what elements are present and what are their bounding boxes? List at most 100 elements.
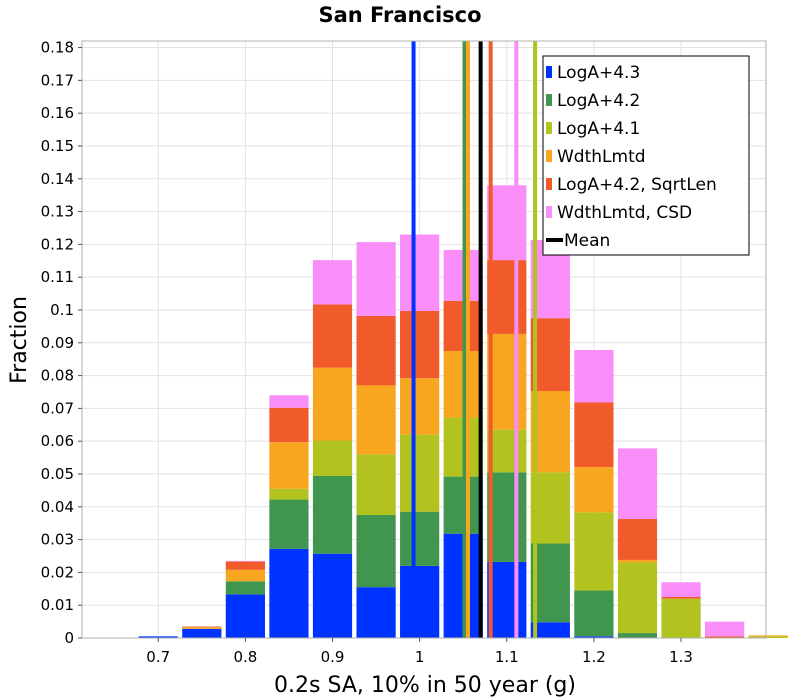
bar-segment [312,367,353,441]
y-tick-label: 0.15 [41,137,74,155]
bar-segment [661,582,701,597]
bar-segment [400,378,440,435]
bar-segment [182,626,222,628]
bar-segment [269,442,309,489]
bar-segment [400,234,440,311]
bar-segment [617,518,658,560]
bar-segment [312,553,353,638]
bar-segment [574,512,614,591]
bar-segment [617,559,658,563]
bar-segment [487,429,527,473]
legend-label: LogA+4.2 [557,91,640,111]
bar-segment [225,561,265,570]
bar-segment [138,636,178,638]
bar-segment [530,390,570,473]
y-tick-label: 0.13 [41,203,74,221]
y-tick-label: 0.11 [41,268,74,286]
bar-segment [617,562,658,634]
y-tick-label: 0.03 [41,531,74,549]
bar-segment [356,514,396,588]
y-tick-label: 0.02 [41,563,74,581]
y-tick-label: 0 [64,629,74,647]
y-tick-label: 0.08 [41,367,74,385]
legend-label: Mean [564,231,610,251]
bar-segment [530,543,570,623]
bar-segment [356,315,396,386]
y-tick-label: 0.14 [41,170,74,188]
x-tick-label: 1.3 [669,648,693,666]
x-axis-ticks: 0.7 0.8 0.9 1 1.1 1.2 1.3 [146,638,693,666]
legend-swatch [546,150,552,162]
bar-segment [487,260,527,334]
y-axis-label: Fraction [7,296,32,384]
bar-segment [269,488,309,500]
bar-stacks [138,185,788,638]
x-tick-label: 0.9 [321,648,345,666]
y-axis-ticks: 0 0.01 0.02 0.03 0.04 0.05 0.06 0.07 0.08 0.09 0.1… [41,39,82,647]
y-tick-label: 0.01 [41,596,74,614]
bar-segment [530,622,570,638]
bar-segment [182,627,222,629]
x-tick-label: 0.7 [146,648,170,666]
legend-swatch [546,206,552,218]
bar-segment [312,475,353,554]
legend-label: WdthLmtd, CSD [557,203,692,223]
legend-swatch [546,178,552,190]
chart-title: San Francisco [318,3,481,27]
y-tick-label: 0.04 [41,498,74,516]
bar-segment [487,561,527,638]
bar-segment [487,472,527,562]
legend-box [542,55,750,256]
bar-segment [748,636,788,638]
bar-segment [356,242,396,316]
bar-segment [356,587,396,638]
bar-segment [574,349,614,403]
y-tick-label: 0.06 [41,432,74,450]
bar-segment [356,454,396,515]
bar-segment [269,395,309,408]
bar-segment [574,467,614,513]
bar-segment [617,448,658,519]
legend-label: LogA+4.1 [557,119,640,139]
y-tick-label: 0.09 [41,334,74,352]
bar-segment [487,333,527,430]
y-tick-label: 0.18 [41,39,74,57]
x-tick-label: 1.2 [582,648,606,666]
legend-label: LogA+4.2, SqrtLen [557,175,717,195]
bar-segment [705,636,745,638]
x-tick-label: 1 [415,648,425,666]
y-tick-label: 0.12 [41,235,74,253]
bar-segment [312,440,353,476]
y-tick-label: 0.07 [41,399,74,417]
bar-segment [487,185,527,261]
legend: LogA+4.3 LogA+4.2 LogA+4.1 WdthLmtd LogA+4.2… [542,55,750,256]
bar-segment [225,569,265,582]
bar-segment [617,633,658,638]
mean-lines [411,41,538,638]
y-tick-label: 0.05 [41,465,74,483]
bar-segment [312,304,353,368]
bar-segment [661,598,701,638]
bar-segment [748,635,788,637]
bar-segment [225,581,265,595]
bar-segment [269,407,309,443]
bar-segment [400,511,440,566]
y-tick-label: 0.17 [41,71,74,89]
bar-segment [530,318,570,391]
bar-segment [400,310,440,379]
legend-swatch [546,66,552,78]
bar-segment [225,594,265,638]
x-tick-label: 1.1 [495,648,519,666]
plot-frame [81,40,767,639]
legend-swatch [546,94,552,106]
y-tick-label: 0.1 [50,301,74,319]
x-axis-label: 0.2s SA, 10% in 50 year (g) [274,673,576,698]
bar-segment [705,621,745,637]
bar-segment [225,560,265,562]
x-tick-label: 0.8 [233,648,257,666]
bar-segment [574,590,614,637]
bar-segment [269,499,309,549]
bar-segment [356,385,396,455]
legend-label: LogA+4.3 [557,63,640,83]
